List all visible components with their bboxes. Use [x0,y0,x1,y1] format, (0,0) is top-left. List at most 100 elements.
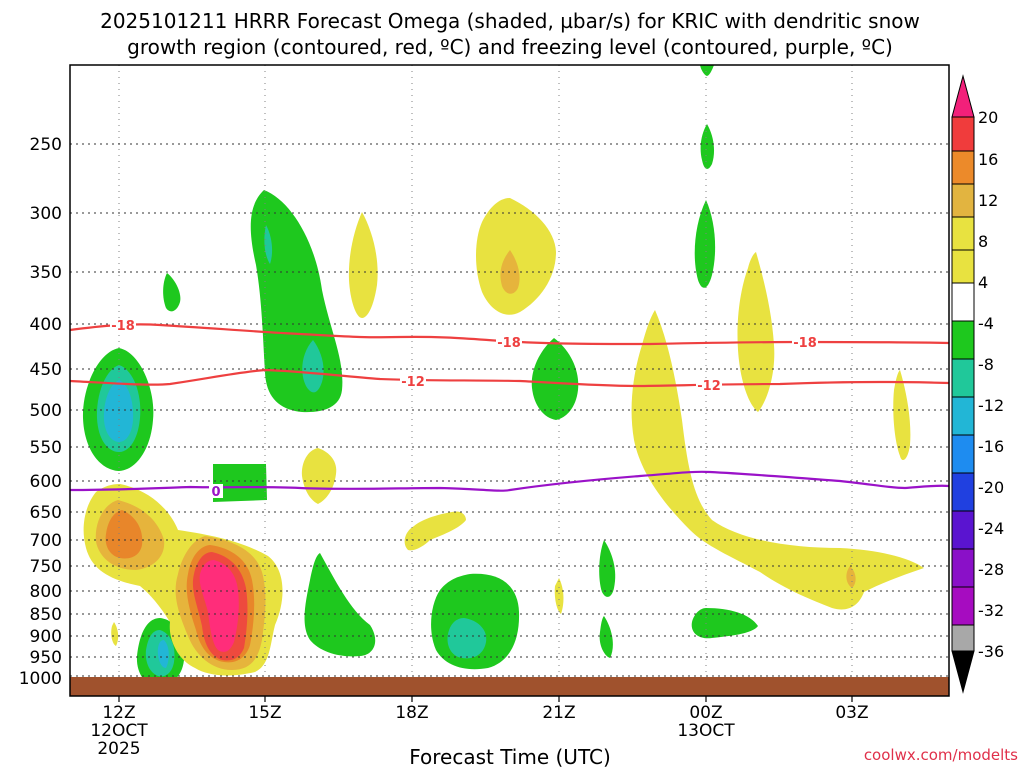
downward-motion-regions [83,198,924,676]
dendritic-lower-contour [69,368,950,388]
contour-label-minus12: -12 [401,375,425,390]
omega-region [111,622,119,646]
colorbar-label: 20 [978,108,998,127]
omega-region [213,464,267,502]
y-tick-label: 950 [30,648,62,668]
colorbar: 20 16 12 8 4 -4 -8 -12 -16 -20 -24 -28 -… [951,74,1004,694]
colorbar-segment [951,358,975,398]
colorbar-segment [951,510,975,550]
x-tick-label: 15Z [248,703,281,723]
colorbar-segment [951,472,975,512]
contour-labels: -18 -18 -18 -12 -12 0 [110,318,818,500]
colorbar-segment [951,434,975,474]
colorbar-label: -12 [978,396,1004,415]
colorbar-label: -4 [978,314,994,333]
y-tick-label: 450 [30,360,62,380]
colorbar-label: -28 [978,560,1004,579]
omega-region [500,250,520,294]
y-tick-label: 900 [30,627,62,647]
colorbar-segment [951,183,975,218]
y-tick-label: 800 [30,582,62,602]
contour-label-minus12: -12 [697,379,721,394]
colorbar-label: 4 [978,273,988,292]
omega-region [404,511,466,551]
y-tick-label: 850 [30,605,62,625]
omega-region [447,618,487,659]
y-tick-label: 350 [30,263,62,283]
colorbar-segment [951,396,975,436]
omega-region [302,340,324,393]
y-axis: 250 300 350 400 450 500 550 600 650 700 … [19,135,62,689]
credit-text: coolwx.com/modelts [864,746,1018,764]
contour-label-zero: 0 [211,485,220,500]
shaded-omega-field [82,65,924,686]
omega-region [846,566,856,588]
x-axis-labels: 12Z 12OCT 2025 15Z 18Z 21Z 00Z 13OCT 03Z [90,703,868,759]
x-axis-title: Forecast Time (UTC) [409,745,611,768]
colorbar-segment [951,548,975,588]
colorbar-label: -8 [978,355,994,374]
colorbar-label: -24 [978,519,1004,538]
omega-region [554,578,564,614]
y-tick-label: 650 [30,503,62,523]
omega-region [737,252,775,412]
x-tick-date: 13OCT [677,721,735,741]
upward-motion-regions [82,65,758,686]
colorbar-segment [951,150,975,185]
x-tick-year: 2025 [97,739,140,759]
contour-label-minus18: -18 [793,336,817,351]
x-tick-label: 03Z [835,703,868,723]
colorbar-segment [951,586,975,626]
colorbar-label: 16 [978,150,998,169]
omega-region [700,124,715,169]
x-tick-label: 21Z [542,703,575,723]
y-tick-label: 1000 [19,669,62,689]
y-tick-label: 700 [30,531,62,551]
omega-region [264,225,273,264]
plot-frame [69,64,950,697]
colorbar-segment [951,249,975,284]
omega-region [599,540,616,597]
omega-region [103,380,134,442]
colorbar-segment [951,116,975,152]
omega-region [631,310,924,610]
y-tick-label: 500 [30,401,62,421]
chart-title-line-2: growth region (contoured, red, ºC) and f… [127,35,893,59]
colorbar-label: -20 [978,478,1004,497]
omega-region [694,200,716,288]
omega-region [531,338,579,420]
omega-region [105,510,143,559]
y-tick-label: 750 [30,557,62,577]
colorbar-segment [951,624,975,652]
omega-region [691,608,758,639]
contour-label-minus18: -18 [497,336,521,351]
omega-region [301,448,337,504]
y-tick-label: 400 [30,315,62,335]
freezing-level-contour [69,470,950,492]
colorbar-label: -32 [978,601,1004,620]
colorbar-segment [951,216,975,251]
colorbar-label: -36 [978,642,1004,661]
omega-region [304,553,376,657]
colorbar-segment [951,282,975,322]
y-tick-label: 300 [30,204,62,224]
omega-region [476,198,556,315]
colorbar-top-arrow [951,74,975,118]
x-tick-label: 18Z [395,703,428,723]
omega-region [163,273,181,312]
colorbar-segment [951,320,975,360]
omega-region [157,640,169,668]
colorbar-bottom-arrow [951,650,975,694]
y-tick-label: 600 [30,472,62,492]
omega-region [348,212,378,318]
omega-region [599,616,613,658]
x-tick-label: 00Z [689,703,722,723]
colorbar-label: -16 [978,437,1004,456]
x-axis-ticks [118,696,853,702]
ground-surface [70,677,949,696]
x-tick-date: 12OCT [90,721,148,741]
contour-label-minus18: -18 [111,319,135,334]
y-tick-label: 550 [30,438,62,458]
omega-region [700,65,714,76]
